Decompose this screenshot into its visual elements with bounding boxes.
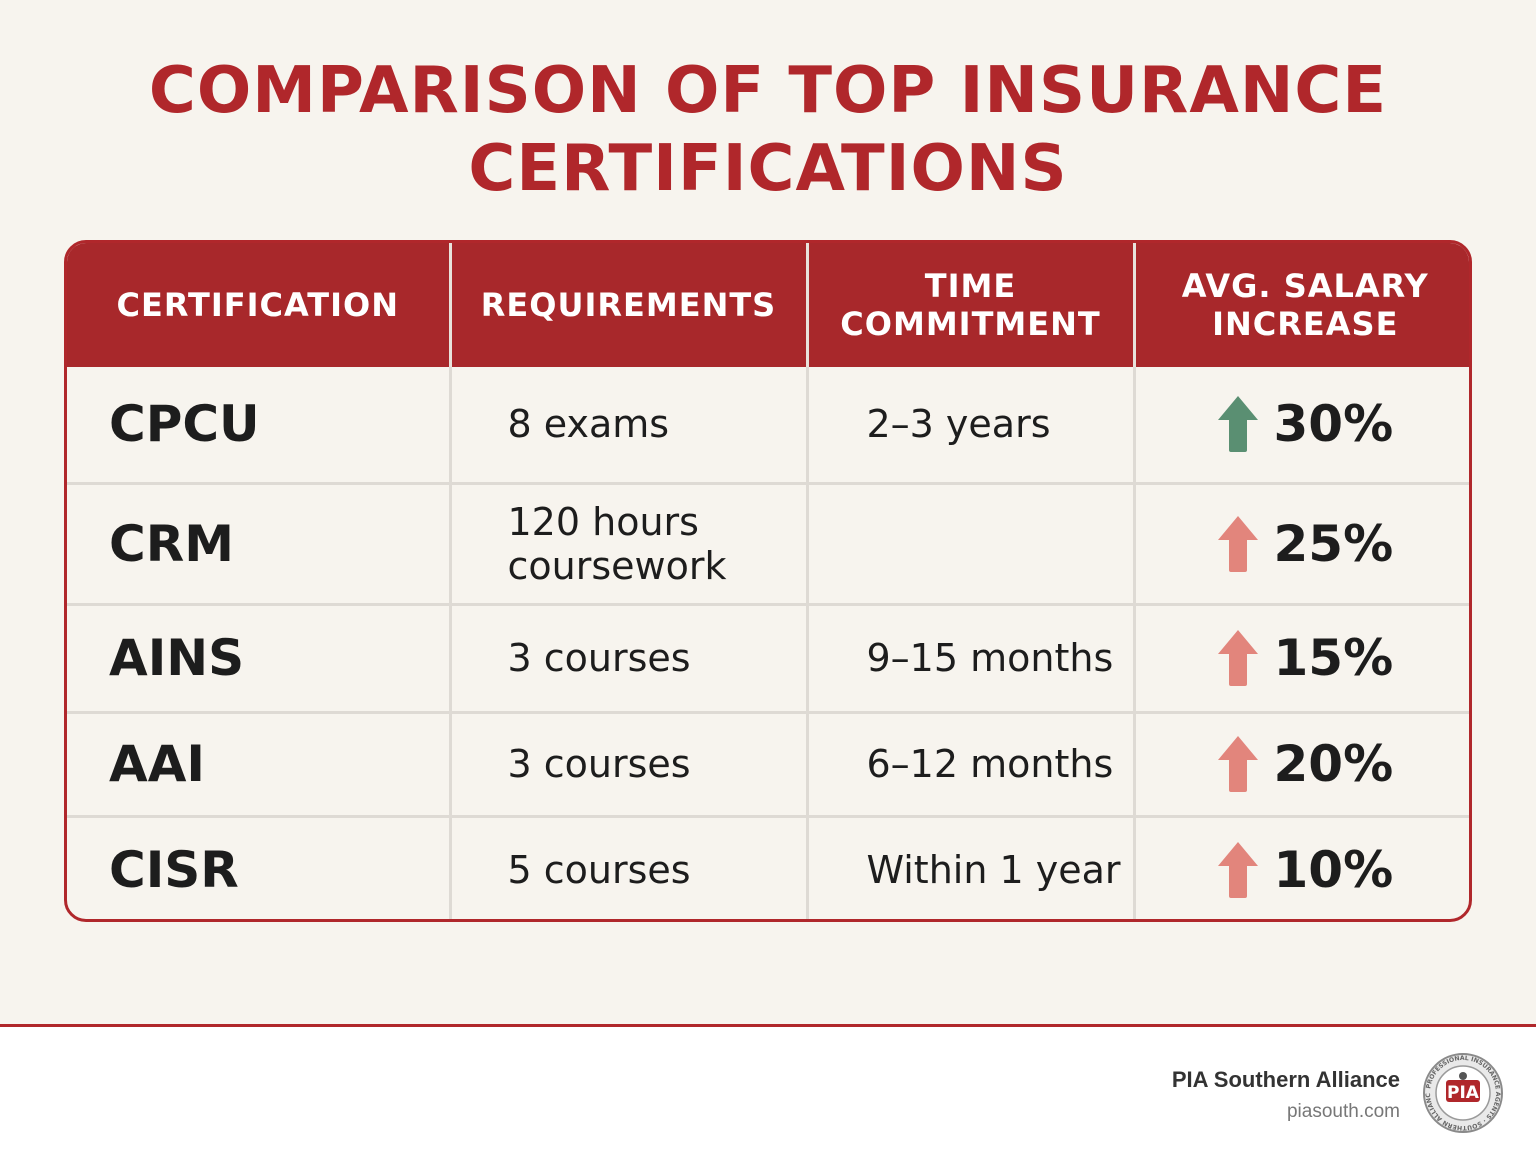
salary-increase-value: 30%: [1273, 395, 1394, 454]
time-cell: 9–15 months: [807, 604, 1136, 714]
page-title: COMPARISON OF TOP INSURANCE CERTIFICATIO…: [0, 52, 1536, 208]
brand-name: PIA Southern Alliance: [1171, 1067, 1400, 1092]
certification-cell: CISR: [67, 816, 452, 919]
time-cell: Within 1 year: [807, 816, 1136, 919]
salary-cell: 25%: [1134, 483, 1469, 606]
time-cell: [807, 483, 1136, 606]
salary-increase-value: 20%: [1273, 735, 1394, 793]
header-time-commitment: TIME COMMITMENT: [807, 243, 1136, 367]
requirements-cell: 3 courses: [450, 604, 809, 714]
header-certification: CERTIFICATION: [67, 243, 452, 367]
arrow-up-icon: [1216, 514, 1260, 574]
salary-cell: 15%: [1134, 604, 1469, 714]
requirements-cell: 8 exams: [450, 367, 809, 485]
requirements-cell: 5 courses: [450, 816, 809, 919]
salary-cell: 30%: [1134, 367, 1469, 485]
certification-cell: CPCU: [67, 367, 452, 485]
requirements-text: 120 hours coursework: [507, 499, 727, 588]
brand-url: piasouth.com: [1286, 1101, 1400, 1122]
salary-increase-value: 10%: [1273, 840, 1394, 899]
table-row: AINS 3 courses 9–15 months 15%: [67, 604, 1469, 714]
header-requirements: REQUIREMENTS: [450, 243, 809, 367]
table-header-row: CERTIFICATION REQUIREMENTS TIME COMMITME…: [67, 243, 1469, 367]
certification-cell: AAI: [67, 712, 452, 818]
time-cell: 6–12 months: [807, 712, 1136, 818]
salary-cell: 10%: [1134, 816, 1469, 919]
certification-cell: AINS: [67, 604, 452, 714]
svg-text:PIA: PIA: [1447, 1083, 1480, 1103]
title-line-2: CERTIFICATIONS: [468, 132, 1068, 206]
arrow-up-icon: [1216, 734, 1260, 794]
arrow-up-icon: [1216, 628, 1260, 688]
table-row: CRM 120 hours coursework 25%: [67, 483, 1469, 606]
title-line-1: COMPARISON OF TOP INSURANCE: [148, 54, 1388, 128]
footer: PIA Southern Alliance piasouth.com: [0, 1024, 1536, 1154]
table-row: AAI 3 courses 6–12 months 20%: [67, 712, 1469, 818]
salary-increase-value: 25%: [1273, 514, 1394, 573]
table-row: CISR 5 courses Within 1 year 10%: [67, 816, 1469, 919]
requirements-cell: 3 courses: [450, 712, 809, 818]
header-avg-salary-increase: AVG. SALARY INCREASE: [1181, 267, 1429, 343]
certification-table: CERTIFICATION REQUIREMENTS TIME COMMITME…: [64, 240, 1472, 922]
time-cell: 2–3 years: [807, 367, 1136, 485]
certification-cell: CRM: [67, 483, 452, 606]
salary-cell: 20%: [1134, 712, 1469, 818]
requirements-cell: 120 hours coursework: [450, 483, 809, 606]
arrow-up-icon: [1216, 394, 1260, 454]
table-row: CPCU 8 exams 2–3 years 30%: [67, 367, 1469, 485]
arrow-up-icon: [1216, 840, 1260, 900]
salary-increase-value: 15%: [1273, 629, 1394, 687]
brand-block: PIA Southern Alliance piasouth.com: [1172, 1067, 1400, 1123]
pia-seal-icon: PROFESSIONAL INSURANCE AGENTS · SOUTHERN…: [1420, 1047, 1504, 1134]
